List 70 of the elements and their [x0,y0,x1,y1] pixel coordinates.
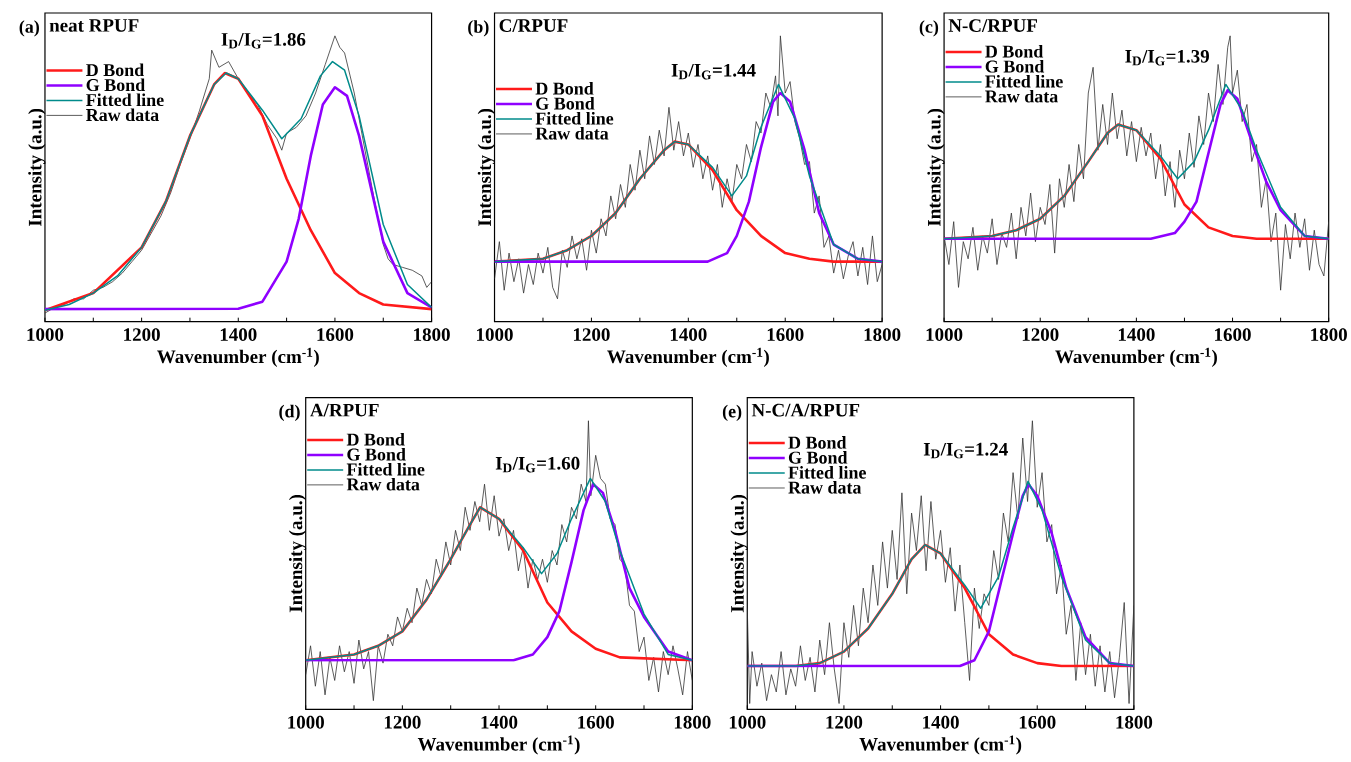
x-tick-label: 1400 [923,715,959,729]
x-axis-title: Wavenumber (cm$^{-1}$) [859,735,1022,755]
legend-label: G Bond [86,78,145,91]
x-tick-label: 1800 [674,715,711,729]
legend-label: Fitted line [788,465,866,479]
x-tick-label: 1400 [1118,328,1155,341]
x-tick-label: 1600 [578,715,614,729]
chart-subtitle: neat RPUF [49,19,139,32]
x-tick-label: 1200 [573,328,610,341]
legend-label: G Bond [788,450,848,464]
x-tick-label: 1600 [767,328,804,341]
legend-label: Raw data [86,108,159,121]
x-tick-label: 1200 [384,715,421,729]
x-axis-title: Wavenumber (cm$^{-1}$) [1055,347,1217,367]
annotation: I$_{D}$/I$_{G}$=1.24 [923,442,1008,459]
legend-label: Fitted line [346,462,425,476]
annotation: I$_{D}$/I$_{G}$=1.39 [1125,49,1209,66]
x-tick-label: 1600 [1215,328,1251,341]
chart-title: (d) [279,404,300,421]
chart-subtitle: N-C/A/RPUF [751,403,860,417]
x-tick-label: 1800 [414,328,450,341]
chart-title: (c) [919,20,939,37]
x-tick-label: 1000 [27,328,64,341]
legend-label: Raw data [346,477,420,491]
legend-label: G Bond [985,59,1045,73]
legend-label: Raw data [535,126,609,140]
y-axis-title: Intensity (a.u.) [477,108,495,226]
x-axis-title: Wavenumber (cm$^{-1}$) [157,347,319,367]
x-tick-label: 1800 [1311,328,1347,341]
x-tick-label: 1200 [124,328,160,341]
legend-label: Fitted line [535,111,614,125]
x-axis-title: Wavenumber (cm$^{-1}$) [417,735,580,755]
chart-subtitle: N-C/RPUF [948,19,1037,32]
legend-label: Fitted line [985,74,1063,88]
x-tick-label: 1000 [926,328,963,341]
legend-label: G Bond [347,447,406,461]
x-tick-label: 1400 [481,715,518,729]
x-tick-label: 1400 [220,328,257,341]
x-tick-label: 1200 [1022,328,1059,341]
chart-title: (e) [722,404,742,421]
chart-subtitle: C/RPUF [499,19,568,32]
x-tick-label: 1600 [1019,715,1056,729]
annotation: I$_{D}$/I$_{G}$=1.44 [671,63,756,80]
legend-label: Raw data [985,89,1058,103]
y-axis-title: Intensity (a.u.) [28,108,46,226]
x-tick-label: 1000 [729,715,766,729]
legend-label: D Bond [788,435,847,449]
legend-label: D Bond [985,44,1044,58]
annotation: I$_{D}$/I$_{G}$=1.60 [495,456,580,473]
legend-label: D Bond [86,63,144,77]
x-tick-label: 1200 [826,715,863,729]
x-tick-label: 1600 [317,328,354,341]
x-tick-label: 1400 [670,328,707,341]
x-tick-label: 1800 [864,328,901,341]
x-tick-label: 1000 [477,328,513,341]
chart-title: (a) [19,20,39,37]
x-tick-label: 1800 [1116,715,1153,729]
x-axis-title: Wavenumber (cm$^{-1}$) [607,347,769,367]
legend-label: D Bond [346,432,405,446]
chart-title: (b) [468,20,489,37]
legend-label: D Bond [535,81,594,95]
chart-subtitle: A/RPUF [310,403,379,417]
legend-label: G Bond [536,96,595,110]
y-axis-title: Intensity (a.u.) [288,494,307,613]
annotation: I$_{D}$/I$_{G}$=1.86 [221,32,306,49]
y-axis-title: Intensity (a.u.) [927,108,945,226]
legend-label: Fitted line [86,93,164,106]
legend-label: Raw data [788,480,862,494]
y-axis-title: Intensity (a.u.) [730,494,748,613]
x-tick-label: 1000 [288,715,324,729]
